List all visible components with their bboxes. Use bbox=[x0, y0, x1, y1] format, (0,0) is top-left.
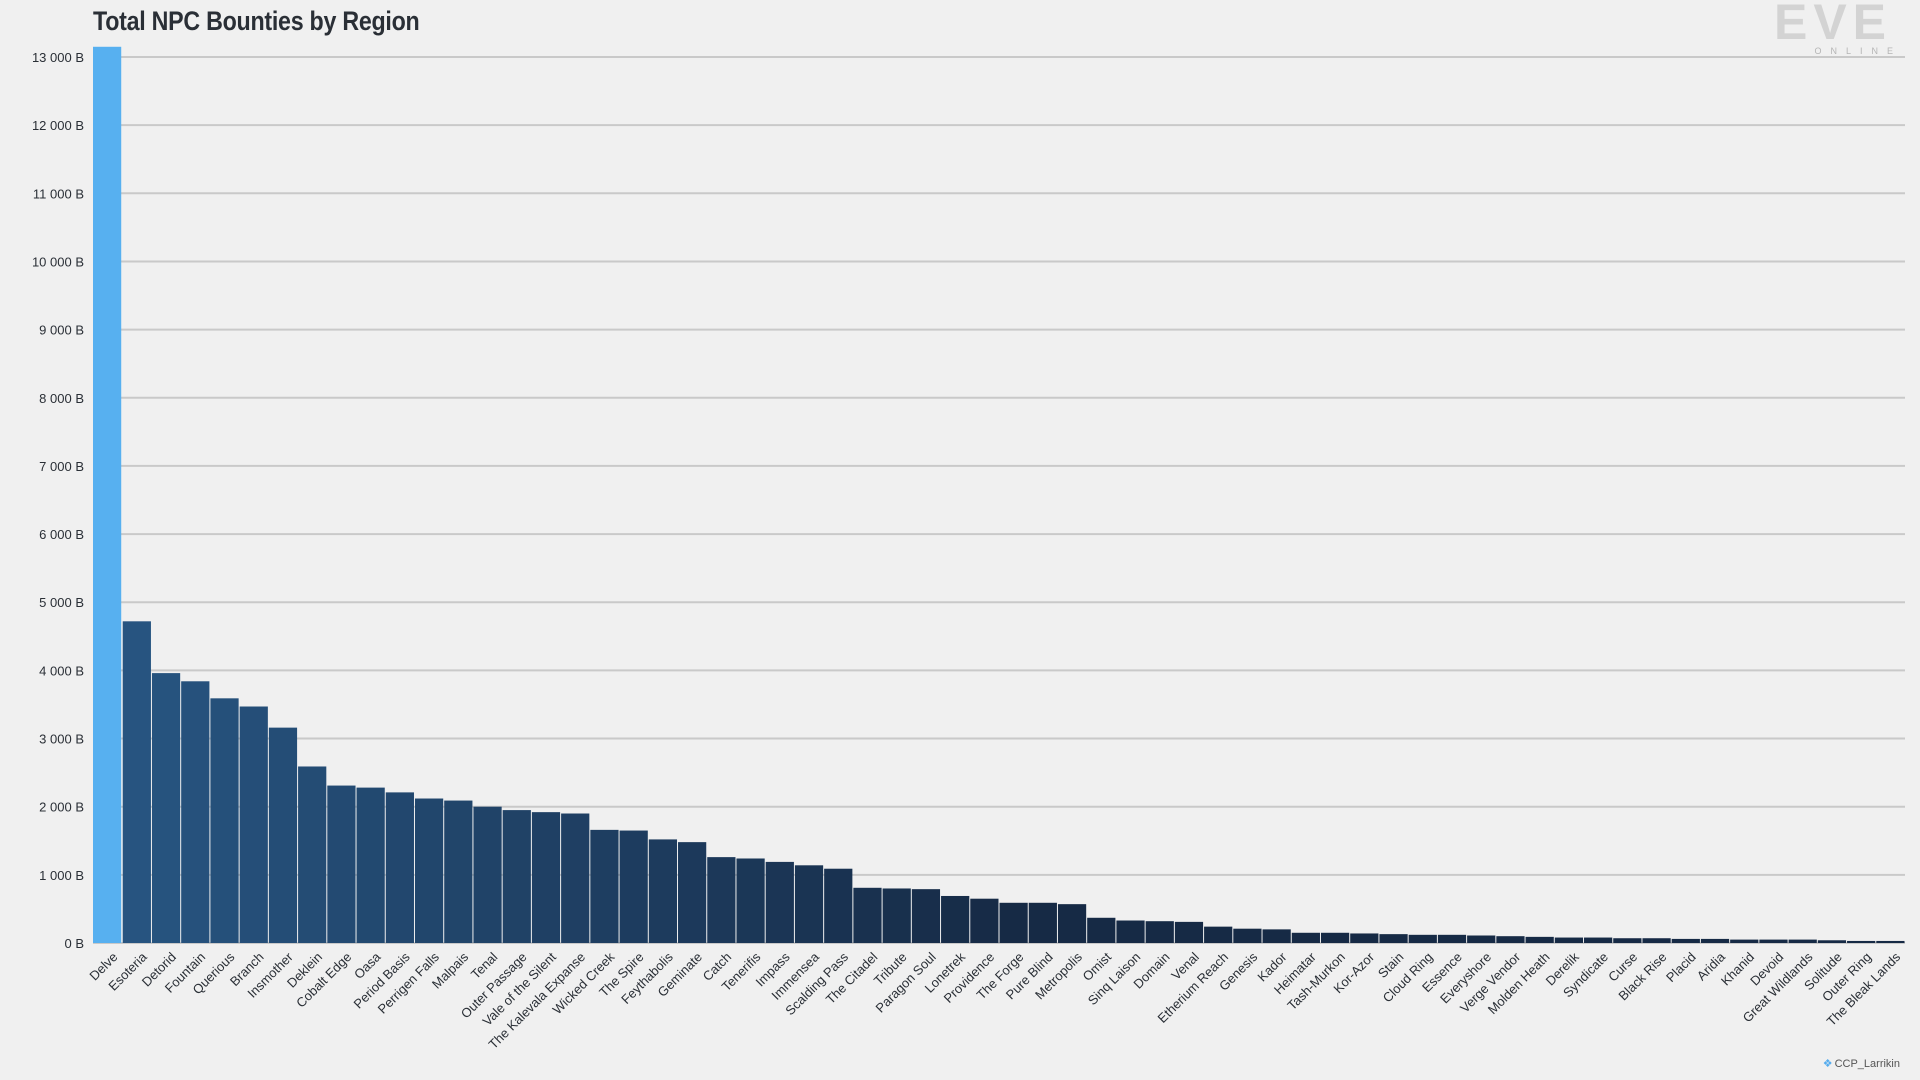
bar bbox=[239, 706, 268, 943]
bar bbox=[590, 829, 619, 943]
y-tick-label: 10 000 B bbox=[32, 254, 84, 269]
bar bbox=[853, 887, 882, 943]
bar bbox=[1057, 904, 1087, 943]
bar bbox=[1817, 940, 1847, 943]
y-tick-label: 0 B bbox=[64, 936, 84, 951]
bar bbox=[1116, 920, 1145, 943]
bar bbox=[678, 842, 707, 943]
bar bbox=[1320, 932, 1350, 943]
y-tick-label: 4 000 B bbox=[39, 663, 84, 678]
bar bbox=[473, 806, 502, 943]
bar bbox=[765, 861, 794, 943]
bar bbox=[268, 727, 298, 943]
bar bbox=[999, 902, 1028, 943]
bar bbox=[1262, 929, 1291, 943]
bar bbox=[1379, 934, 1408, 943]
bar bbox=[1876, 940, 1905, 943]
bar bbox=[1584, 937, 1613, 943]
bar bbox=[385, 792, 414, 943]
bar bbox=[444, 800, 473, 943]
y-tick-label: 6 000 B bbox=[39, 527, 84, 542]
bar bbox=[882, 888, 911, 943]
bar bbox=[414, 798, 444, 943]
twitter-bird-icon: ❖ bbox=[1822, 1058, 1833, 1070]
bar bbox=[1408, 934, 1437, 943]
bar bbox=[1730, 939, 1759, 943]
bar bbox=[1174, 921, 1204, 943]
y-tick-label: 11 000 B bbox=[33, 186, 84, 201]
bar bbox=[1496, 936, 1525, 943]
bar bbox=[502, 810, 531, 943]
bar bbox=[1204, 926, 1233, 943]
bar bbox=[970, 898, 999, 943]
bar bbox=[707, 857, 736, 943]
logo-subtitle: ONLINE bbox=[1814, 46, 1902, 56]
y-tick-label: 12 000 B bbox=[32, 118, 84, 133]
y-tick-label: 13 000 B bbox=[32, 50, 84, 65]
bar bbox=[122, 621, 151, 943]
bar bbox=[210, 698, 239, 943]
author-handle: CCP_Larrikin bbox=[1834, 1058, 1900, 1070]
x-category-label: Placid bbox=[1663, 949, 1699, 985]
bar bbox=[181, 681, 210, 943]
bar bbox=[298, 766, 327, 943]
logo-wordmark: EVE bbox=[1773, 0, 1893, 50]
bar bbox=[1554, 937, 1584, 943]
y-tick-label: 5 000 B bbox=[39, 595, 84, 610]
bar bbox=[794, 865, 824, 943]
y-tick-label: 8 000 B bbox=[39, 391, 84, 406]
bar bbox=[561, 813, 590, 943]
bar bbox=[1437, 934, 1467, 943]
y-tick-label: 1 000 B bbox=[39, 868, 84, 883]
bar bbox=[1613, 938, 1642, 943]
bar bbox=[151, 673, 181, 943]
bar bbox=[1467, 935, 1496, 943]
bar bbox=[1671, 938, 1700, 943]
bar bbox=[648, 839, 678, 943]
y-axis-tick-labels: 0 B 1 000 B 2 000 B 3 000 B 4 000 B 5 000 B 6 … bbox=[32, 50, 84, 951]
bar bbox=[1233, 928, 1262, 943]
bar bbox=[327, 785, 356, 943]
bars bbox=[93, 46, 1905, 944]
bar bbox=[824, 868, 853, 943]
bar bbox=[1028, 902, 1057, 943]
bar bbox=[941, 895, 970, 943]
bar bbox=[911, 889, 941, 943]
bar bbox=[93, 46, 122, 944]
chart-title: Total NPC Bounties by Region bbox=[93, 6, 420, 36]
author-credit: ❖ CCP_Larrikin bbox=[1823, 1057, 1900, 1070]
y-tick-label: 3 000 B bbox=[39, 732, 84, 747]
y-tick-label: 2 000 B bbox=[39, 800, 84, 815]
bar bbox=[1145, 921, 1174, 943]
bar bbox=[1525, 936, 1554, 943]
bar bbox=[1350, 933, 1379, 943]
bar bbox=[1788, 939, 1817, 943]
bar bbox=[736, 858, 765, 943]
y-tick-label: 9 000 B bbox=[39, 323, 84, 338]
bar bbox=[1759, 939, 1788, 943]
bar bbox=[1642, 938, 1671, 943]
eve-online-logo: EVE ONLINE bbox=[1764, 0, 1902, 60]
bar bbox=[1700, 938, 1730, 943]
x-axis-category-labels: DelveEsoteriaDetoridFountainQueriousBran… bbox=[86, 949, 1903, 1052]
bar bbox=[1847, 940, 1876, 943]
bar bbox=[1291, 932, 1320, 943]
bar bbox=[619, 830, 648, 943]
bar bbox=[1087, 917, 1116, 943]
bar bbox=[531, 812, 561, 943]
bar bbox=[356, 787, 385, 943]
y-tick-label: 7 000 B bbox=[39, 459, 84, 474]
